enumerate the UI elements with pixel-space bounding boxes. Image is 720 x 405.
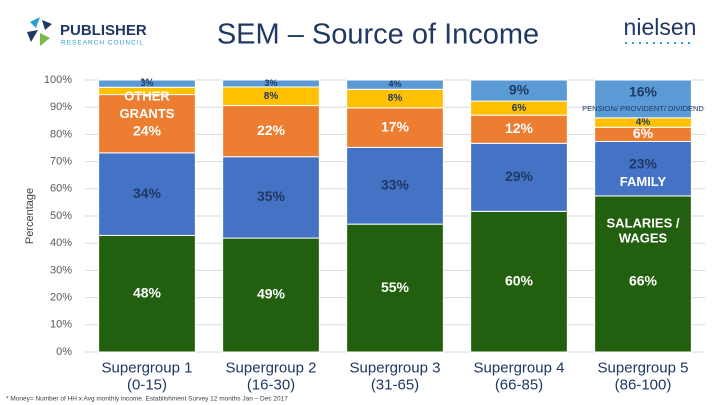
x-tick-label: Supergroup 2 (16-30) [226, 359, 317, 393]
bar-segment [98, 152, 196, 236]
bar-segment [222, 156, 320, 239]
x-tick-label: Supergroup 3 (31-65) [350, 359, 441, 393]
slide-title: SEM – Source of Income [217, 19, 539, 51]
y-tick-label: 100% [44, 74, 72, 86]
value-label: 29% [505, 168, 534, 184]
footnote: * Money= Number of HH x Avg monthly inco… [6, 396, 288, 403]
y-tick-label: 90% [50, 101, 72, 113]
value-label: 4% [636, 117, 651, 128]
value-label: 8% [264, 91, 279, 102]
value-label: 60% [505, 272, 534, 288]
value-label: 4% [388, 79, 401, 89]
y-tick-label: 50% [50, 210, 72, 222]
y-tick-label: 0% [56, 346, 72, 358]
y-tick-label: 40% [50, 237, 72, 249]
series-label: FAMILY [620, 174, 667, 189]
value-label: 66% [629, 273, 658, 289]
series-label: GRANTS [120, 106, 175, 121]
y-tick-label: 30% [50, 264, 72, 276]
value-label: 23% [629, 155, 658, 171]
bar-segment [346, 79, 444, 90]
nielsen-logo: nielsen [624, 14, 697, 40]
bar-segment [470, 210, 568, 353]
value-label: 3% [140, 78, 153, 88]
logo-icon [27, 17, 52, 46]
value-label: 49% [257, 286, 286, 302]
value-label: 17% [381, 118, 410, 134]
value-label: 33% [381, 176, 410, 192]
value-label: 6% [633, 125, 654, 141]
bar-segment [470, 142, 568, 212]
value-label: 12% [505, 120, 534, 136]
y-tick-label: 10% [50, 319, 72, 331]
series-label: SALARIES / WAGES [607, 216, 680, 246]
value-label: 9% [509, 81, 530, 97]
bar-segment [594, 140, 692, 197]
bar-segment [470, 114, 568, 144]
value-label: 34% [133, 185, 162, 201]
bar-segment [222, 79, 320, 88]
bar-segment [594, 195, 692, 353]
y-tick-label: 20% [50, 292, 72, 304]
bar-segment [98, 234, 196, 353]
value-label: 35% [257, 188, 286, 204]
bar-segment [98, 94, 196, 154]
bar-segment [594, 79, 692, 119]
value-label: 8% [388, 93, 403, 104]
value-label: 24% [133, 122, 162, 138]
value-label: 55% [381, 279, 410, 295]
x-tick-label: Supergroup 4 (66-85) [474, 359, 565, 393]
value-label: 22% [257, 122, 286, 138]
bar-segment [346, 146, 444, 225]
y-axis-label: Percentage [24, 188, 36, 244]
value-label: 48% [133, 284, 162, 300]
value-label: 6% [512, 103, 527, 114]
x-tick-label: Supergroup 5 (86-100) [598, 359, 689, 393]
y-tick-label: 60% [50, 183, 72, 195]
plot: 0% 10% 20% 30% 40% 50% 60% 70% 80% 90% 100% 48% 34% 2… [44, 74, 705, 394]
bar-segment [346, 107, 444, 148]
bar-segment [470, 79, 568, 102]
bar-segment [98, 79, 196, 88]
x-tick-label: Supergroup 1 (0-15) [102, 359, 193, 393]
logo-subtext: RESEARCH COUNCIL [61, 40, 144, 47]
bar-segment [346, 223, 444, 353]
value-label: 3% [264, 78, 277, 88]
series-label: OTHER [124, 88, 170, 103]
series-label: PENSION/ PROVIDENT/ DIVIDEND [582, 104, 704, 113]
bar-segment [222, 237, 320, 353]
y-tick-label: 80% [50, 128, 72, 140]
logo-text: PUBLISHER [60, 22, 147, 39]
bar-segment [222, 105, 320, 158]
y-tick-label: 70% [50, 156, 72, 168]
value-label: 16% [629, 84, 658, 100]
